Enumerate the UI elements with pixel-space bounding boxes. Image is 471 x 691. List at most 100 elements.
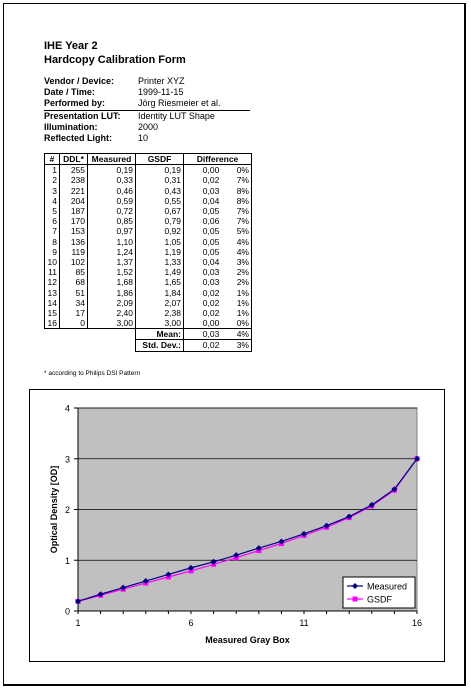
row-index: 6 (44, 216, 60, 227)
info-block: Vendor / Device: Printer XYZ Date / Time… (44, 76, 250, 144)
row-diff-pct: 7% (221, 216, 253, 227)
data-point-measured (414, 455, 420, 462)
row-index: 5 (44, 205, 60, 217)
illumination-value: 2000 (138, 121, 159, 132)
row-diff: 0,04 (183, 256, 222, 268)
y-tick-label: 2 (65, 505, 70, 515)
y-tick-label: 0 (65, 607, 70, 617)
row-ddl: 153 (59, 226, 88, 237)
table-row: 7 153 0,97 0,92 0,05 5% (44, 226, 253, 237)
row-index: 9 (44, 246, 60, 257)
row-measured: 0,46 (87, 185, 136, 196)
performed-value: Jörg Riesmeier et al. (138, 98, 221, 109)
row-gsdf: 1,84 (135, 287, 184, 298)
row-diff-pct: 8% (221, 195, 253, 206)
row-index: 12 (44, 277, 60, 288)
table-row: 1 255 0,19 0,19 0,00 0% (44, 164, 253, 176)
data-point-measured (75, 598, 81, 605)
row-diff: 0,02 (183, 287, 222, 298)
row-index: 13 (44, 287, 60, 298)
row-diff: 0,00 (183, 164, 222, 176)
table-row: 16 0 3,00 3,00 0,00 0% (44, 318, 253, 330)
header-ddl: DDL* (59, 152, 88, 166)
vendor-value: Printer XYZ (138, 76, 185, 86)
row-gsdf: 1,05 (135, 236, 184, 247)
row-gsdf: 0,55 (135, 195, 184, 206)
table-row: 5 187 0,72 0,67 0,05 7% (44, 205, 253, 217)
data-point-measured (120, 584, 127, 591)
row-ddl: 170 (59, 216, 88, 227)
row-measured: 0,33 (87, 175, 136, 186)
info-row-illumination: Illumination: 2000 (44, 122, 250, 133)
mean-label: Mean: (135, 328, 184, 341)
row-index: 8 (44, 236, 60, 247)
table-row: 15 17 2,40 2,38 0,02 1% (44, 307, 253, 318)
row-diff: 0,06 (183, 216, 222, 227)
row-diff-pct: 0% (221, 164, 253, 176)
row-diff: 0,02 (183, 297, 222, 308)
row-measured: 0,72 (87, 205, 136, 217)
row-ddl: 85 (59, 267, 88, 278)
info-row-vendor: Vendor / Device: Printer XYZ (44, 76, 250, 87)
row-index: 16 (44, 318, 60, 330)
lut-value: Identity LUT Shape (138, 110, 215, 121)
row-measured: 1,37 (87, 256, 136, 268)
row-ddl: 119 (59, 246, 88, 257)
row-diff: 0,02 (183, 175, 222, 186)
x-tick-label: 1 (75, 618, 80, 628)
row-measured: 0,97 (87, 226, 136, 237)
row-diff-pct: 0% (221, 318, 253, 330)
illumination-label: Illumination: (44, 121, 98, 132)
row-diff-pct: 1% (221, 297, 253, 308)
header-gsdf: GSDF (135, 152, 184, 166)
table-row: 4 204 0,59 0,55 0,04 8% (44, 195, 253, 206)
row-diff-pct: 1% (221, 287, 253, 298)
legend-label-measured: Measured (367, 582, 407, 592)
std-pct: 3% (221, 339, 253, 352)
lut-label: Presentation LUT: (44, 110, 121, 121)
data-point-measured (97, 591, 104, 598)
row-gsdf: 2,07 (135, 297, 184, 308)
info-row-lut: Presentation LUT: Identity LUT Shape (44, 111, 250, 122)
row-gsdf: 1,65 (135, 277, 184, 288)
data-point-measured (278, 538, 285, 545)
data-point-measured (301, 530, 307, 537)
row-diff-pct: 4% (221, 236, 253, 247)
row-measured: 0,85 (87, 216, 136, 227)
row-index: 11 (44, 267, 60, 278)
row-diff: 0,02 (183, 307, 222, 318)
chart-container: 0 1 2 3 4 1 6 11 16 Measured Gray Box Optical Dens… (29, 389, 445, 662)
mean-value: 0,03 (183, 328, 222, 341)
row-diff-pct: 2% (221, 277, 253, 288)
row-gsdf: 1,19 (135, 246, 184, 257)
table-row: 14 34 2,09 2,07 0,02 1% (44, 297, 253, 308)
legend-marker-gsdf (352, 596, 358, 602)
std-value: 0,02 (183, 339, 222, 352)
series-line-measured (77, 458, 418, 602)
row-ddl: 221 (59, 185, 88, 196)
mean-row: Mean: 0,03 4% (45, 328, 253, 341)
row-gsdf: 1,33 (135, 256, 184, 268)
series-line-gsdf (77, 458, 418, 602)
table-body: 1 255 0,19 0,19 0,00 0% 2 238 0,33 0,31 0,02 7% 3 221… (44, 164, 253, 330)
row-gsdf: 0,43 (135, 185, 184, 196)
performed-label: Performed by: (44, 98, 106, 109)
row-measured: 1,24 (87, 246, 136, 257)
row-ddl: 0 (59, 318, 88, 330)
row-index: 2 (44, 175, 60, 186)
row-index: 7 (44, 226, 60, 237)
row-ddl: 102 (59, 256, 88, 268)
data-point-measured (210, 558, 217, 565)
table-row: 2 238 0,33 0,31 0,02 7% (44, 175, 253, 186)
vendor-label: Vendor / Device: (44, 76, 115, 86)
table-row: 8 136 1,10 1,05 0,05 4% (44, 236, 253, 247)
data-point-measured (368, 501, 375, 508)
data-point-measured (188, 564, 194, 571)
row-diff-pct: 8% (221, 185, 253, 196)
row-ddl: 34 (59, 297, 88, 308)
std-row: Std. Dev.: 0,02 3% (45, 339, 253, 352)
std-label: Std. Dev.: (135, 339, 184, 352)
info-row-date: Date / Time: 1999-11-15 (44, 87, 250, 98)
table-row: 6 170 0,85 0,79 0,06 7% (44, 216, 253, 227)
